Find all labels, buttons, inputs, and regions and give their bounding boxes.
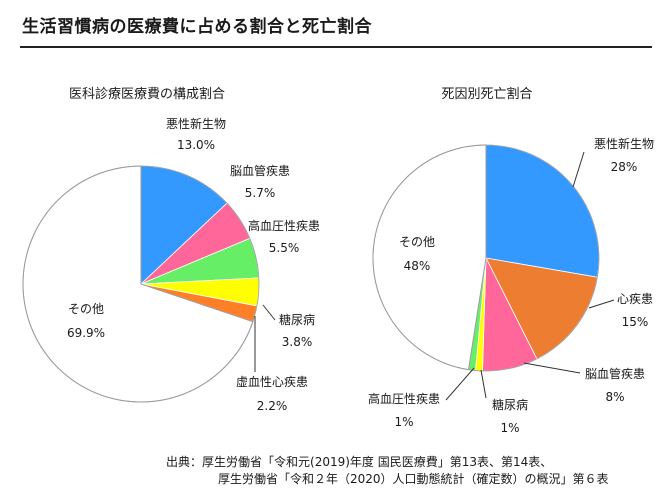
leader-line-cancer (572, 151, 585, 188)
slice-value: 2.2% (257, 399, 288, 413)
slice-label: その他 (399, 235, 435, 249)
slice-labels: 悪性新生物 13.0% 脳血管疾患 5.7% 高血圧性疾患 5.5% 糖尿病 3… (67, 116, 320, 413)
slice-value: 48% (404, 259, 431, 273)
slice-value: 69.9% (67, 326, 105, 340)
slice-label: 悪性新生物 (594, 136, 654, 151)
pie-slice-2-1 (485, 144, 600, 278)
slice-value: 8% (605, 390, 624, 404)
slice-value: 13.0% (177, 138, 215, 152)
slice-value: 15% (622, 315, 649, 329)
source-note: 出典： 厚生労働省「令和元(2019)年度 国民医療費」第13表、第14表、 厚生… (166, 454, 609, 488)
slice-label: 虚血性心疾患 (236, 374, 308, 389)
leader-line-diabetes (480, 369, 487, 399)
leader-lines (254, 304, 276, 372)
chart-medical-costs: 医科診療医療費の構成割合 悪性新生物 13.0% 脳血管疾患 5.7% 高血圧性… (22, 86, 320, 413)
source-line-1: 厚生労働省「令和元(2019)年度 国民医療費」第13表、第14表、 (202, 455, 553, 469)
slice-value: 5.7% (245, 186, 276, 200)
pie-slice-2-6 (372, 144, 487, 371)
pie-outline (22, 165, 260, 403)
slice-label: 高血圧性疾患 (368, 391, 440, 406)
slice-label: 高血圧性疾患 (248, 218, 320, 233)
leader-line-hypertension (445, 367, 475, 401)
slice-value: 1% (394, 415, 413, 429)
slice-value: 5.5% (269, 241, 300, 255)
slice-labels: 悪性新生物 28% 心疾患 15% 脳血管疾患 8% 糖尿病 1% 高血圧性疾患… (368, 136, 654, 435)
pie-medical-costs (22, 165, 260, 403)
title-divider (20, 46, 652, 48)
page-title: 生活習慣病の医療費に占める割合と死亡割合 (22, 17, 372, 37)
leader-lines (445, 151, 615, 401)
slice-value: 28% (611, 160, 638, 174)
slice-label: 糖尿病 (279, 312, 315, 327)
source-prefix: 出典： (166, 455, 203, 469)
slice-label: 脳血管疾患 (230, 163, 290, 178)
slice-value: 3.8% (282, 335, 313, 349)
slice-label: 心疾患 (617, 291, 653, 306)
leader-line-diabetes (262, 304, 276, 321)
pie-outline (372, 144, 600, 372)
chart-death-causes: 死因別死亡割合 悪性新生物 28% 心疾患 15% 脳血管疾患 8% 糖尿病 1… (368, 86, 654, 435)
leader-line-heart (588, 299, 615, 309)
chart-title: 医科診療医療費の構成割合 (69, 86, 225, 102)
slice-label: 悪性新生物 (166, 116, 226, 131)
chart-title: 死因別死亡割合 (441, 86, 532, 102)
source-line-2: 厚生労働省「令和２年（2020）人口動態統計（確定数）の概況」第６表 (218, 472, 609, 486)
slice-value: 1% (500, 421, 519, 435)
slice-label: 糖尿病 (492, 397, 528, 412)
pie-death-causes (372, 144, 600, 372)
slice-label: 脳血管疾患 (585, 366, 645, 381)
leader-line-cerebro (523, 362, 581, 374)
slice-label: その他 (68, 302, 104, 316)
